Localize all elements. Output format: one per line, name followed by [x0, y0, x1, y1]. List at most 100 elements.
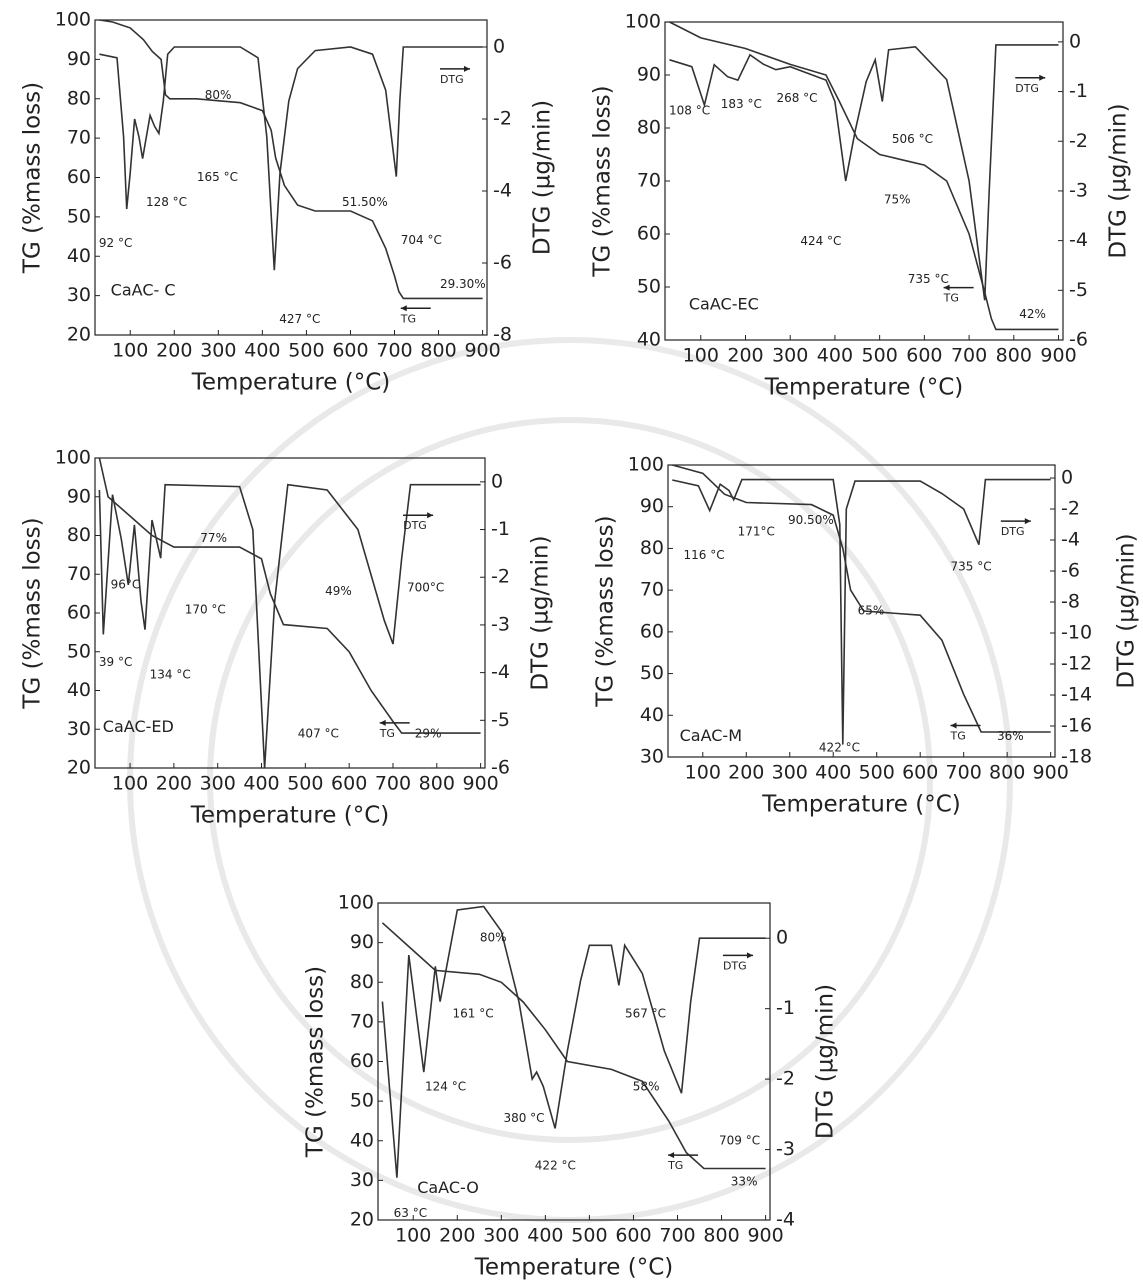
annotation: 134 °C	[150, 668, 191, 682]
x-axis-title: Temperature (°C)	[474, 1255, 674, 1281]
x-tick-label: 700	[376, 340, 412, 362]
y2-tick-label: 0	[1069, 30, 1081, 52]
arrow-head	[427, 512, 433, 518]
x-tick-label: 600	[331, 773, 367, 795]
x-tick-label: 200	[728, 762, 764, 784]
y-tick-label: 80	[67, 87, 91, 109]
x-tick-label: 700	[946, 762, 982, 784]
series-line	[382, 923, 765, 1169]
series-line	[672, 465, 1050, 732]
y-axis-title: TG (%mass loss)	[20, 82, 46, 274]
x-tick-label: 100	[112, 340, 148, 362]
y2-tick-label: -6	[1061, 560, 1080, 582]
sample-title: CaAC-M	[680, 726, 742, 745]
series-label: TG	[943, 292, 959, 305]
sample-title: CaAC-ED	[103, 717, 174, 736]
y-tick-label: 100	[625, 11, 661, 33]
arrow-head	[1039, 75, 1045, 81]
arrow-head	[1025, 518, 1031, 524]
annotation: 735 °C	[908, 272, 949, 286]
x-tick-label: 300	[483, 1225, 519, 1247]
y2-tick-label: -2	[776, 1068, 795, 1090]
annotation: 75%	[884, 193, 911, 207]
series-label: DTG	[440, 73, 464, 86]
y-tick-label: 40	[67, 245, 91, 267]
y-tick-label: 70	[350, 1010, 374, 1032]
annotation: 33%	[731, 1174, 758, 1188]
annotation: 170 °C	[185, 602, 226, 616]
y-tick-label: 90	[640, 495, 664, 517]
y-tick-label: 80	[350, 971, 374, 993]
y2-tick-label: -8	[493, 324, 512, 346]
annotation: 422 °C	[819, 741, 860, 755]
y-tick-label: 50	[640, 662, 664, 684]
annotation: 116 °C	[683, 548, 724, 562]
y-tick-label: 20	[67, 757, 91, 779]
y-tick-label: 40	[637, 329, 661, 351]
y2-tick-label: -4	[776, 1209, 795, 1231]
y2-tick-label: -4	[491, 661, 510, 683]
arrow-head	[951, 723, 957, 729]
y2-axis-title: DTG (µg/min)	[813, 984, 839, 1139]
x-tick-label: 600	[902, 762, 938, 784]
y2-tick-label: 0	[491, 470, 503, 492]
y-tick-label: 20	[350, 1209, 374, 1231]
y-tick-label: 100	[55, 447, 91, 469]
y2-tick-label: 0	[493, 36, 505, 58]
y2-tick-label: -12	[1061, 653, 1092, 675]
x-tick-label: 200	[439, 1225, 475, 1247]
y2-tick-label: -14	[1061, 684, 1092, 706]
annotation: 49%	[325, 584, 352, 598]
annotation: 161 °C	[452, 1006, 493, 1020]
chart-panel: 1002003004005006007008009004050607080901…	[590, 11, 1132, 401]
y2-tick-label: -3	[491, 613, 510, 635]
x-tick-label: 100	[395, 1225, 431, 1247]
y-tick-label: 30	[350, 1169, 374, 1191]
y-tick-label: 60	[67, 602, 91, 624]
y2-axis-title: DTG (µg/min)	[1106, 103, 1132, 258]
annotation: 128 °C	[146, 195, 187, 209]
y-tick-label: 100	[628, 454, 664, 476]
series-label: TG	[667, 1159, 683, 1172]
y2-tick-label: -4	[493, 180, 512, 202]
y-tick-label: 90	[67, 485, 91, 507]
annotation: 80%	[480, 930, 507, 944]
annotation: 268 °C	[776, 91, 817, 105]
y-tick-label: 40	[67, 679, 91, 701]
x-tick-label: 400	[817, 345, 853, 367]
y-tick-label: 70	[67, 127, 91, 149]
y2-tick-label: -16	[1061, 715, 1092, 737]
y2-tick-label: -10	[1061, 622, 1092, 644]
series-line	[670, 45, 1059, 300]
y-axis-title: TG (%mass loss)	[590, 85, 616, 277]
y2-tick-label: -2	[491, 566, 510, 588]
y-tick-label: 90	[350, 931, 374, 953]
arrow-head	[401, 305, 407, 311]
figure: 1002003004005006007008009002030405060708…	[0, 0, 1143, 1288]
y-tick-label: 50	[67, 205, 91, 227]
annotation: 171°C	[738, 525, 775, 539]
annotation: 29%	[415, 726, 442, 740]
y-tick-label: 90	[637, 64, 661, 86]
x-tick-label: 700	[375, 773, 411, 795]
y2-axis-title: DTG (µg/min)	[1114, 533, 1140, 688]
x-tick-label: 700	[659, 1225, 695, 1247]
y-axis-title: TG (%mass loss)	[20, 517, 46, 709]
y-tick-label: 50	[67, 640, 91, 662]
x-tick-label: 400	[527, 1225, 563, 1247]
annotation: 422 °C	[535, 1159, 576, 1173]
annotation: 90.50%	[788, 513, 834, 527]
y2-tick-label: -3	[1069, 179, 1088, 201]
annotation: 427 °C	[279, 312, 320, 326]
x-tick-label: 800	[703, 1225, 739, 1247]
annotation: 80%	[205, 88, 232, 102]
y-tick-label: 80	[640, 537, 664, 559]
annotation: 735 °C	[951, 560, 992, 574]
sample-title: CaAC-O	[417, 1178, 479, 1197]
annotation: 42%	[1019, 307, 1046, 321]
series-label: DTG	[723, 959, 747, 972]
annotation: 124 °C	[425, 1079, 466, 1093]
arrow-head	[380, 720, 386, 726]
y2-tick-label: -6	[493, 252, 512, 274]
x-tick-label: 500	[287, 773, 323, 795]
